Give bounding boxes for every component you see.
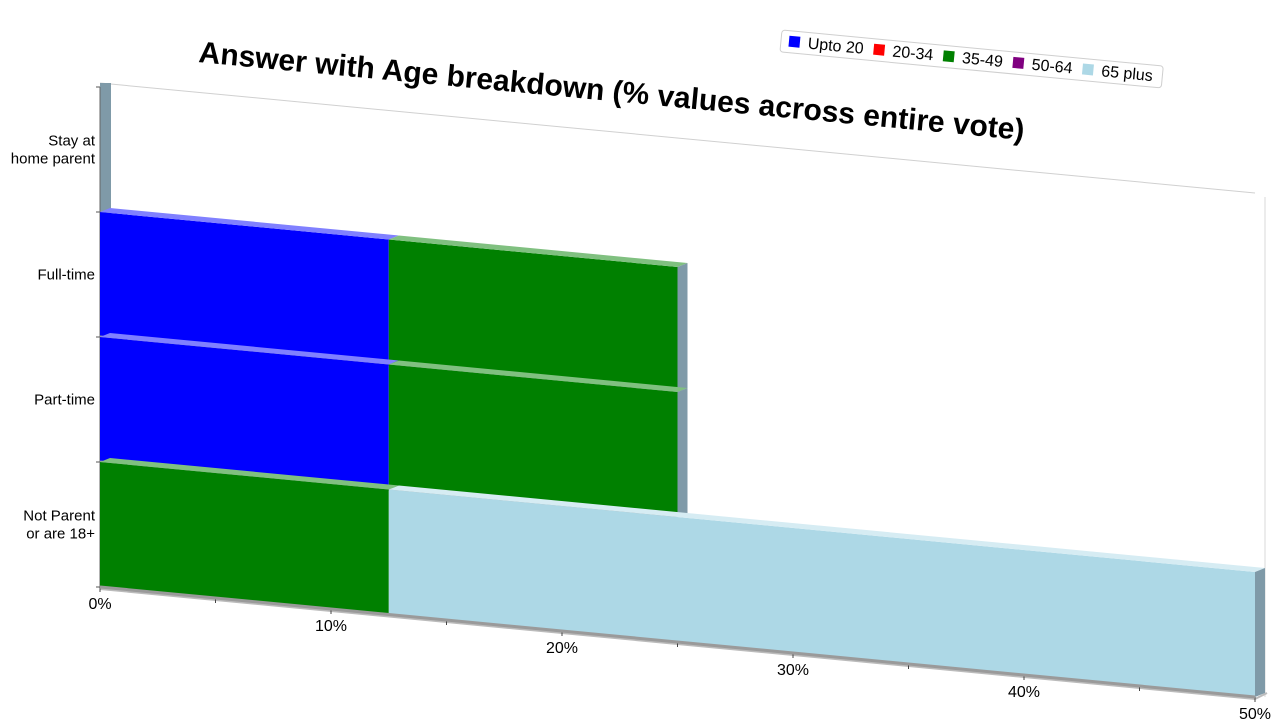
legend-swatch (1012, 56, 1025, 69)
legend-label: 50-64 (1031, 57, 1073, 78)
bar-segment (388, 364, 678, 517)
legend-label: Upto 20 (807, 36, 864, 58)
legend-swatch (942, 50, 955, 63)
bars-layer (99, 208, 1265, 699)
legend-label: 65 plus (1101, 63, 1154, 85)
legend-swatch (1081, 63, 1094, 76)
x-tick-label: 30% (777, 662, 809, 679)
plot-top-edge (99, 82, 1256, 194)
legend-label: 20-34 (892, 44, 934, 65)
category-label: home parent (11, 151, 96, 168)
category-label: Not Parent (23, 508, 96, 525)
legend-swatch (788, 35, 801, 48)
x-tick-label: 40% (1008, 684, 1040, 701)
category-label: or are 18+ (26, 526, 95, 543)
bar-end-wall (677, 263, 688, 392)
bar-segment (388, 239, 678, 392)
bar-segment-top (100, 333, 399, 365)
bar-end-wall (677, 388, 688, 517)
legend-label: 35-49 (961, 50, 1003, 71)
x-tick-label: 20% (546, 640, 578, 657)
bar-segment-top (388, 360, 688, 392)
x-tick-label: 0% (88, 596, 111, 613)
category-label: Full-time (37, 267, 95, 284)
x-tick-label: 10% (315, 618, 347, 635)
bar-segment-top (388, 485, 1265, 572)
category-label: Part-time (34, 392, 95, 409)
legend-swatch (873, 43, 886, 56)
category-label: Stay at (48, 133, 96, 150)
bar-segment (388, 489, 1255, 697)
bar-end-wall (1255, 568, 1265, 697)
bar-separator (99, 585, 1256, 699)
bar-segment-top (100, 458, 399, 490)
legend: Upto 20 20-34 35-49 50-64 65 plus (779, 29, 1164, 89)
bar-segment-top (100, 208, 399, 240)
bar-segment (100, 337, 389, 490)
bar-segment (100, 462, 389, 615)
bar-segment (100, 212, 389, 365)
x-tick-label: 50% (1239, 706, 1271, 720)
bar-segment-top (388, 235, 688, 267)
